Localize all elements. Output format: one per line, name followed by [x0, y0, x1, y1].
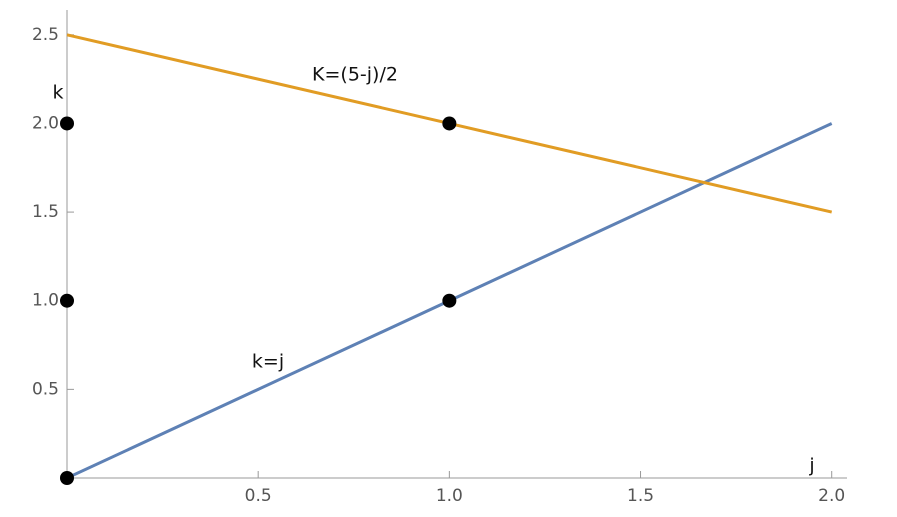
series-label: K=(5-j)/2	[312, 64, 398, 86]
point	[60, 116, 74, 131]
x-tick-label: 1.0	[436, 486, 463, 506]
point	[442, 293, 457, 308]
point	[442, 116, 457, 131]
y-tick-label: 1.0	[32, 291, 59, 311]
y-tick-label: 2.5	[32, 25, 59, 45]
y-tick-label: 2.0	[32, 113, 59, 133]
y-tick-label: 0.5	[32, 379, 59, 399]
series-label: k=j	[252, 351, 284, 373]
point	[60, 293, 74, 308]
x-tick-label: 1.5	[627, 486, 654, 506]
y-axis-label: k	[52, 82, 63, 104]
x-tick-label: 2.0	[818, 486, 845, 506]
x-tick-label: 0.5	[245, 486, 272, 506]
x-axis-label: j	[808, 455, 814, 477]
y-tick-label: 1.5	[32, 202, 59, 222]
point	[60, 471, 74, 485]
